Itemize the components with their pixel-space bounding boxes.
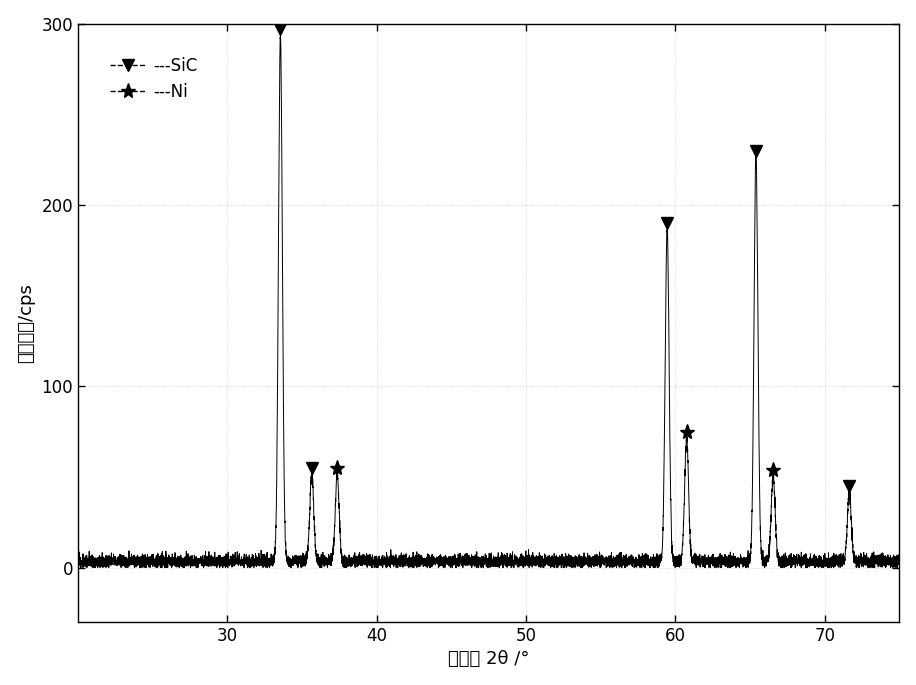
X-axis label: 衍射角 2θ /°: 衍射角 2θ /°: [448, 650, 529, 669]
Legend: ---SiC, ---Ni: ---SiC, ---Ni: [103, 50, 203, 108]
Y-axis label: 衍射强度/cps: 衍射强度/cps: [16, 283, 35, 363]
